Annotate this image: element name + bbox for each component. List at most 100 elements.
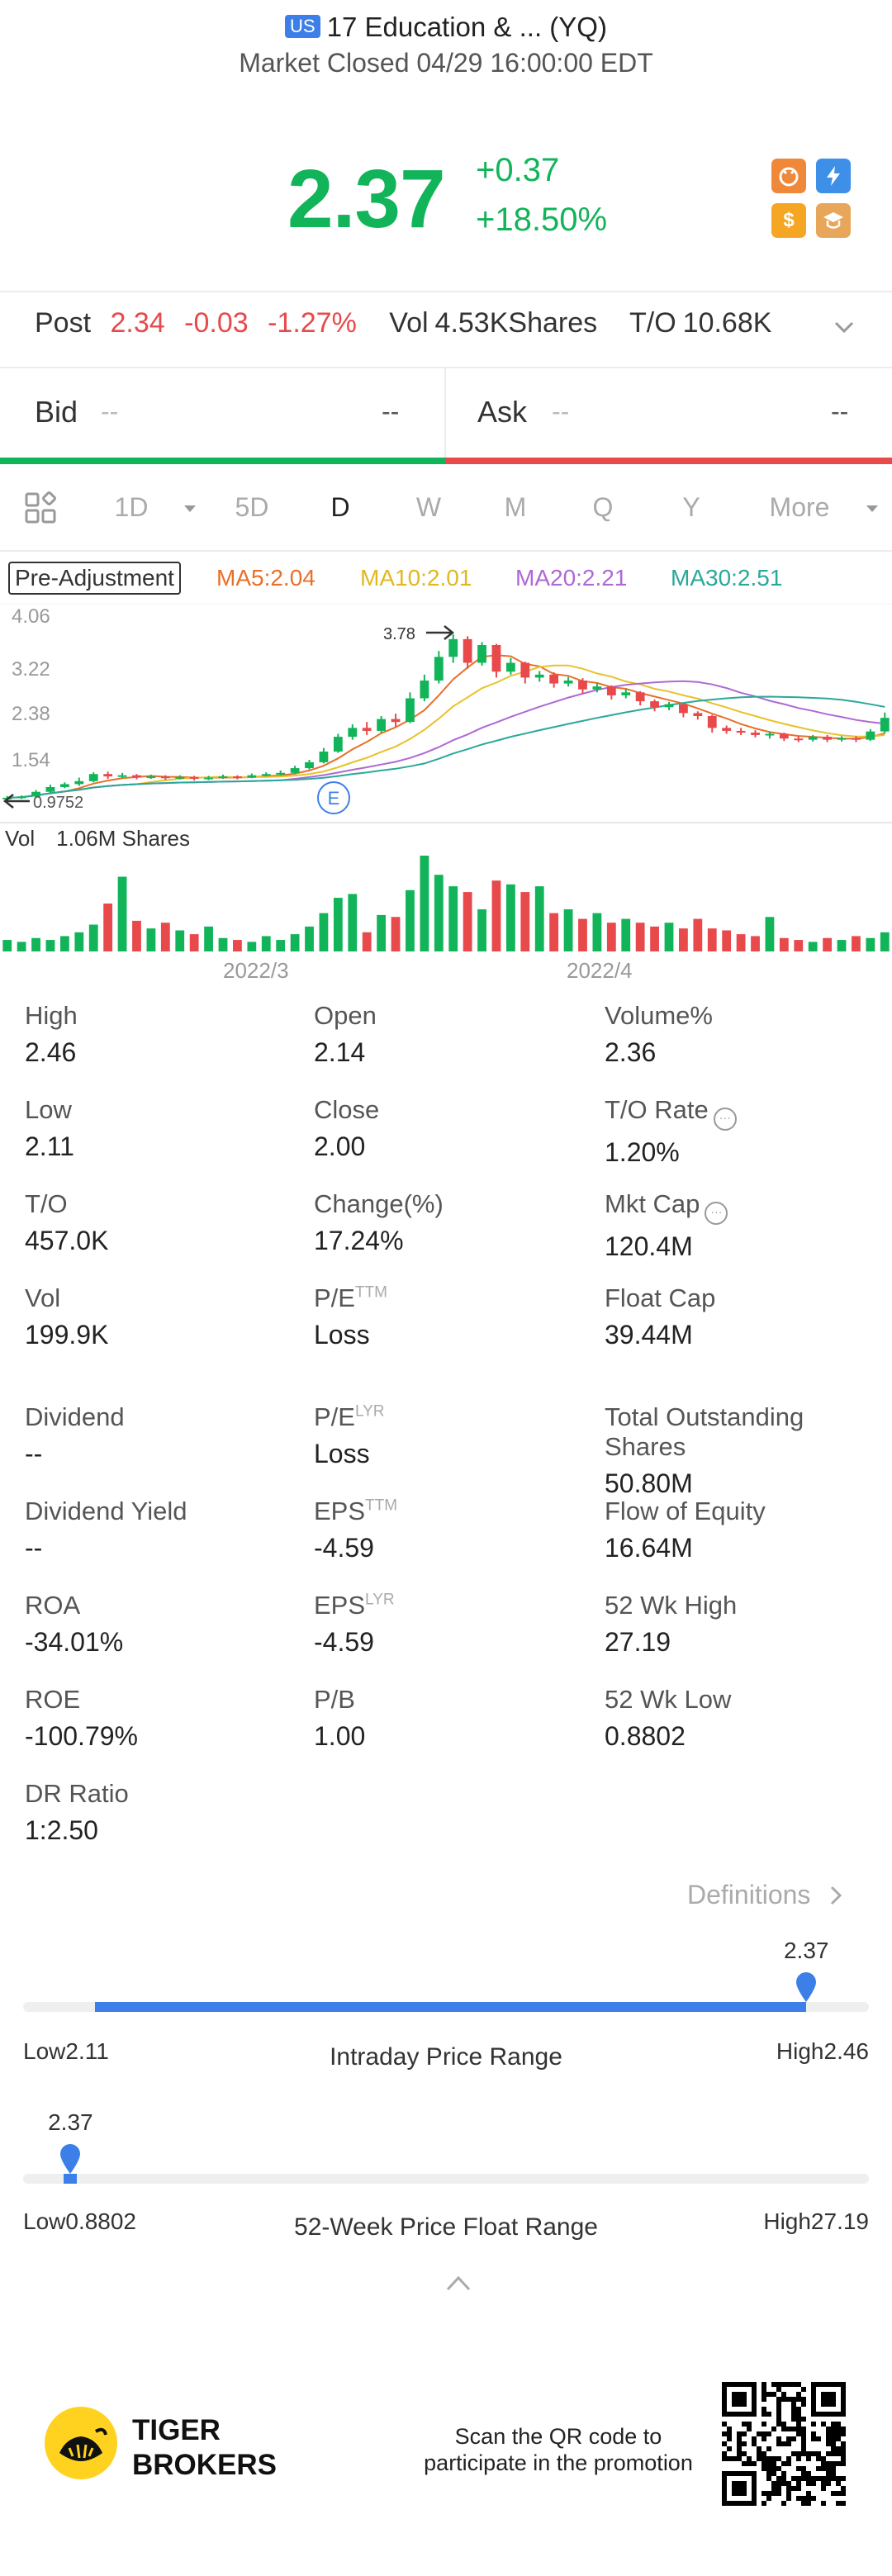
qr-module <box>796 2412 801 2417</box>
divider <box>0 550 892 552</box>
adjustment-toggle[interactable]: Pre-Adjustment <box>8 562 181 595</box>
stat-label-superscript: LYR <box>354 1402 385 1421</box>
qr-module <box>826 2461 831 2466</box>
qr-module <box>801 2476 806 2481</box>
more-dropdown-icon[interactable] <box>864 500 880 517</box>
qr-module <box>831 2446 836 2451</box>
volume-value: 1.06M Shares <box>56 826 191 851</box>
stat-cell: Dividend Yield -- <box>25 1497 187 1563</box>
qr-module <box>796 2486 801 2491</box>
volume-bar <box>247 942 257 951</box>
candle-body <box>420 681 429 699</box>
info-icon[interactable]: ··· <box>705 1202 728 1225</box>
stat-label-text: Float Cap <box>605 1283 716 1312</box>
volume-bar <box>319 913 329 951</box>
volume-bar <box>88 924 98 951</box>
qr-module <box>836 2451 841 2456</box>
qr-module <box>841 2456 846 2461</box>
qr-module <box>776 2456 781 2461</box>
tab-month[interactable]: M <box>504 492 527 522</box>
volume-bar <box>635 923 645 951</box>
tab-year[interactable]: Y <box>682 492 700 522</box>
stat-label: Open <box>314 1001 377 1031</box>
candle-body <box>794 738 804 741</box>
candle-body <box>434 657 444 681</box>
ma-lines <box>7 654 885 799</box>
candle-body <box>765 733 775 736</box>
volume-bar <box>736 934 746 951</box>
stat-label: Float Cap <box>605 1283 715 1313</box>
chevron-up-icon[interactable] <box>444 2273 472 2293</box>
post-change: -0.03 <box>184 307 249 339</box>
candle-body <box>837 738 847 740</box>
volume-bar <box>175 930 185 951</box>
stat-cell[interactable]: T/O Rate ··· 1.20% <box>605 1095 737 1168</box>
qr-module <box>801 2496 806 2501</box>
chevron-down-icon[interactable] <box>831 314 857 340</box>
candle-body <box>578 681 587 690</box>
lightning-badge-icon[interactable] <box>816 159 851 193</box>
tab-week[interactable]: W <box>415 492 442 522</box>
stat-label-text: ROA <box>25 1591 81 1620</box>
volume-bar <box>59 936 69 951</box>
stat-label-text: EPS <box>314 1591 366 1620</box>
qr-modules <box>722 2382 846 2506</box>
layout-grid-icon[interactable] <box>23 491 59 527</box>
stat-label-text: T/O <box>25 1189 68 1218</box>
qr-module <box>841 2501 846 2506</box>
tab-5d[interactable]: 5D <box>235 492 269 522</box>
qr-module <box>757 2446 762 2451</box>
volume-chart[interactable] <box>0 851 892 951</box>
dollar-badge-icon[interactable]: $ <box>771 203 806 238</box>
qr-module <box>801 2501 806 2506</box>
qr-caption-line-2: participate in the promotion <box>424 2450 693 2475</box>
qr-module <box>762 2456 766 2461</box>
qr-module <box>727 2446 732 2451</box>
qr-module <box>762 2501 766 2506</box>
qr-module <box>831 2466 836 2471</box>
qr-module <box>841 2451 846 2456</box>
qr-module <box>766 2466 771 2471</box>
stat-label: Change(%) <box>314 1189 444 1219</box>
qr-module <box>776 2412 781 2417</box>
promotion-qr-code[interactable] <box>722 2382 846 2506</box>
tab-day[interactable]: D <box>330 492 350 522</box>
post-change-percent: -1.27% <box>268 307 357 339</box>
qr-module <box>786 2486 791 2491</box>
stat-value: 457.0K <box>25 1226 109 1255</box>
stat-cell: P/ETTM Loss <box>314 1283 387 1350</box>
qr-module <box>762 2466 766 2471</box>
tab-more[interactable]: More <box>769 492 830 522</box>
week52-range-fill <box>64 2174 78 2184</box>
qr-module <box>831 2422 836 2427</box>
stat-label-text: Close <box>314 1095 380 1124</box>
candlestick-chart[interactable]: 4.06 3.22 2.38 1.54 3.78 0.9752 E <box>0 603 892 824</box>
education-badge-icon[interactable] <box>816 203 851 238</box>
volume-bar <box>146 928 156 951</box>
info-icon[interactable]: ··· <box>713 1108 737 1131</box>
ma30-value: MA30:2.51 <box>671 565 783 591</box>
tab-1d-dropdown-icon[interactable] <box>182 500 198 517</box>
stat-cell[interactable]: Mkt Cap ··· 120.4M <box>605 1189 728 1262</box>
volume-label: Vol 1.06M Shares <box>5 826 190 852</box>
mascot-badge-icon[interactable] <box>771 159 806 193</box>
volume-bar <box>491 880 501 951</box>
qr-module <box>841 2491 846 2496</box>
stat-value: -4.59 <box>314 1627 374 1657</box>
qr-module <box>806 2501 811 2506</box>
stat-value: -100.79% <box>25 1721 138 1751</box>
bid-strength-bar <box>0 458 446 464</box>
qr-module <box>776 2407 781 2412</box>
qr-module <box>766 2431 771 2436</box>
stat-label: Dividend <box>25 1402 125 1432</box>
candle-body <box>233 776 242 779</box>
ask-label: Ask <box>477 395 528 429</box>
volume-bar <box>204 926 213 951</box>
qr-module <box>776 2466 781 2471</box>
tab-1d[interactable]: 1D <box>114 492 149 522</box>
definitions-link[interactable]: Definitions <box>687 1880 844 1910</box>
candle-body <box>477 645 486 663</box>
earnings-event-icon[interactable] <box>317 781 350 814</box>
tab-quarter[interactable]: Q <box>592 492 614 522</box>
qr-module <box>766 2461 771 2466</box>
